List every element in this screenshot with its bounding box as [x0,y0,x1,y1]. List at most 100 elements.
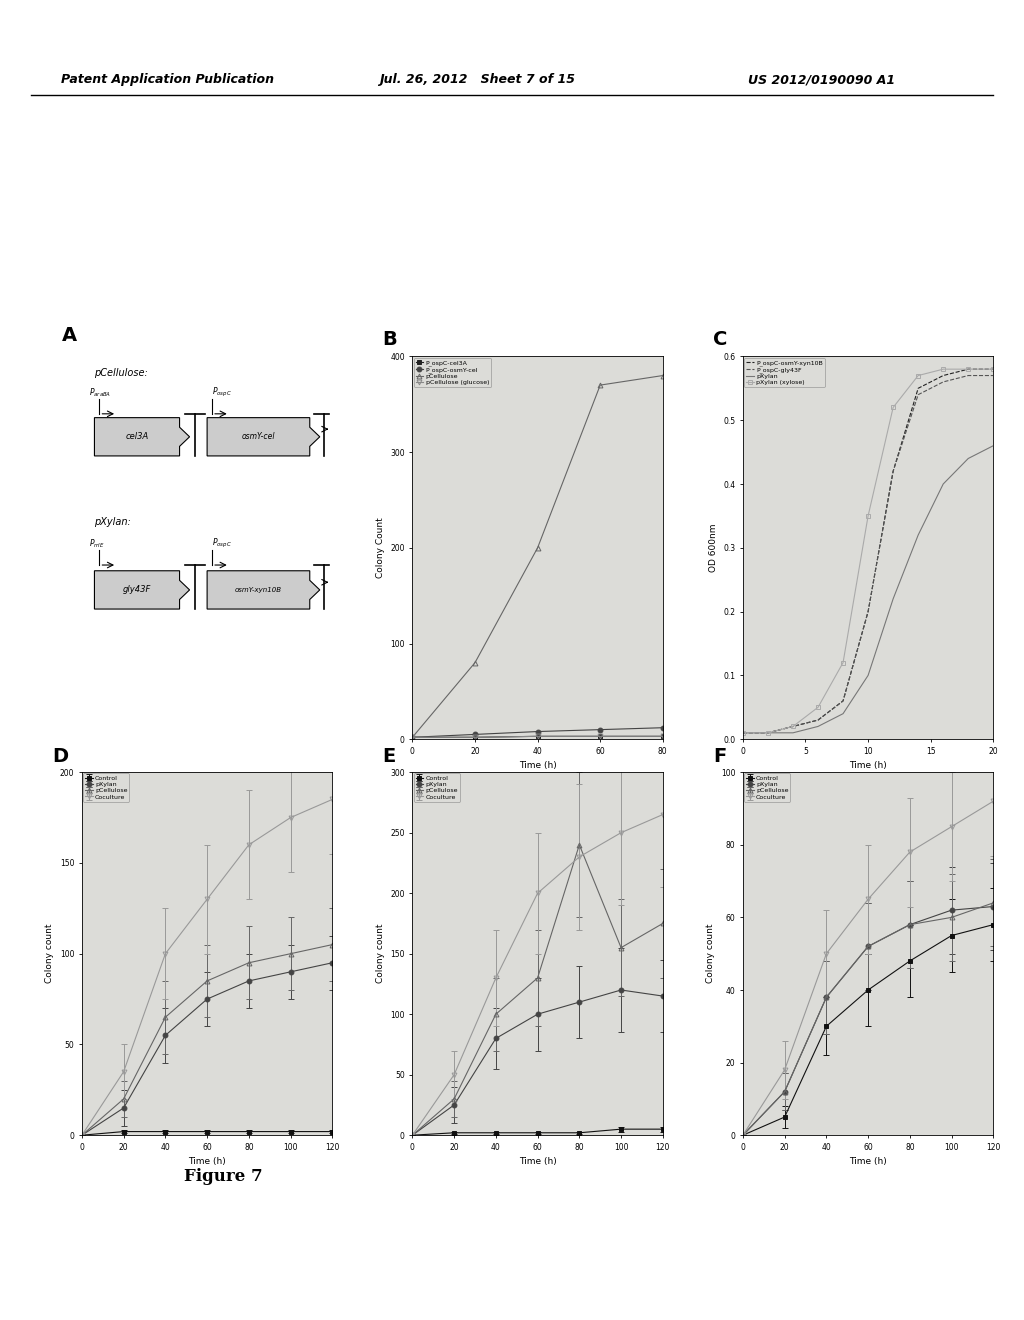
pCellulose [656,367,669,383]
pXylan [887,591,899,607]
P_ospC-gly43F [987,367,999,383]
P_ospC-cel3A [469,730,481,746]
Text: F: F [713,747,726,766]
pXylan [912,527,925,543]
Text: Jul. 26, 2012   Sheet 7 of 15: Jul. 26, 2012 Sheet 7 of 15 [379,73,574,86]
P_ospC-osmY-cel [531,723,544,739]
Polygon shape [94,570,189,609]
P_ospC-gly43F [736,725,749,741]
pXylan (xylose) [786,718,799,734]
P_ospC-osmY-xyn10B [736,725,749,741]
P_ospC-gly43F [786,718,799,734]
pXylan (xylose) [762,725,774,741]
Text: Patent Application Publication: Patent Application Publication [61,73,274,86]
P_ospC-cel3A [407,730,419,746]
pCellulose [531,540,544,556]
pXylan (xylose) [912,367,925,383]
P_ospC-osmY-xyn10B [812,713,824,729]
Text: US 2012/0190090 A1: US 2012/0190090 A1 [748,73,895,86]
P_ospC-osmY-xyn10B [912,380,925,396]
pXylan [812,718,824,734]
Line: P_ospC-osmY-cel: P_ospC-osmY-cel [410,725,666,739]
Line: pXylan (xylose): pXylan (xylose) [740,367,995,735]
pXylan (xylose) [837,655,849,671]
P_ospC-gly43F [862,603,874,619]
Text: cel3A: cel3A [125,432,148,441]
Text: A: A [61,326,77,345]
Text: gly43F: gly43F [123,585,152,594]
P_ospC-osmY-xyn10B [862,603,874,619]
Line: pCellulose (glucose): pCellulose (glucose) [410,734,666,739]
P_ospC-osmY-xyn10B [762,725,774,741]
X-axis label: Time (h): Time (h) [519,762,556,771]
pXylan [987,438,999,454]
pXylan [736,725,749,741]
pCellulose (glucose) [531,729,544,744]
P_ospC-cel3A [531,729,544,744]
Text: B: B [382,330,397,348]
pXylan (xylose) [812,700,824,715]
Text: osmY-xyn10B: osmY-xyn10B [234,587,282,593]
pXylan (xylose) [862,508,874,524]
X-axis label: Time (h): Time (h) [849,1158,887,1167]
P_ospC-cel3A [656,729,669,744]
pXylan (xylose) [887,400,899,416]
Text: $\mathit{P}_{ospC}$: $\mathit{P}_{ospC}$ [212,537,231,549]
P_ospC-gly43F [762,725,774,741]
P_ospC-osmY-xyn10B [963,362,975,378]
Y-axis label: Colony count: Colony count [45,924,54,983]
pXylan [762,725,774,741]
P_ospC-osmY-cel [594,722,606,738]
Legend: P_ospC-cel3A, P_ospC-osmY-cel, pCellulose, pCellulose (glucose): P_ospC-cel3A, P_ospC-osmY-cel, pCellulos… [414,358,490,387]
Line: pXylan: pXylan [742,446,993,733]
P_ospC-osmY-xyn10B [786,718,799,734]
P_ospC-osmY-xyn10B [887,463,899,479]
P_ospC-cel3A [594,729,606,744]
Polygon shape [94,417,189,455]
Text: C: C [713,330,727,348]
P_ospC-osmY-cel [656,719,669,735]
P_ospC-gly43F [912,387,925,403]
pXylan [862,668,874,684]
Text: $\mathit{P}_{rrlE}$: $\mathit{P}_{rrlE}$ [89,537,105,549]
P_ospC-osmY-xyn10B [837,693,849,709]
pCellulose [407,730,419,746]
pXylan (xylose) [987,362,999,378]
pCellulose [469,655,481,671]
X-axis label: Time (h): Time (h) [188,1158,226,1167]
P_ospC-gly43F [837,693,849,709]
pXylan [963,450,975,466]
Y-axis label: Colony count: Colony count [707,924,715,983]
pXylan (xylose) [736,725,749,741]
Text: pXylan:: pXylan: [94,517,131,527]
Text: D: D [52,747,68,766]
P_ospC-gly43F [937,374,949,389]
Y-axis label: Colony Count: Colony Count [376,517,385,578]
Y-axis label: OD 600nm: OD 600nm [709,524,718,572]
P_ospC-osmY-cel [469,726,481,742]
Y-axis label: Colony count: Colony count [376,924,385,983]
pCellulose (glucose) [594,729,606,744]
pXylan [786,725,799,741]
Line: P_ospC-gly43F: P_ospC-gly43F [742,375,993,733]
pCellulose (glucose) [407,730,419,746]
Legend: P_ospC-osmY-xyn10B, P_ospC-gly43F, pXylan, pXylan (xylose): P_ospC-osmY-xyn10B, P_ospC-gly43F, pXyla… [744,358,824,387]
Text: Figure 7: Figure 7 [184,1168,263,1185]
P_ospC-osmY-xyn10B [987,362,999,378]
Text: $\mathit{P}_{ospC}$: $\mathit{P}_{ospC}$ [212,385,231,399]
P_ospC-osmY-cel [407,730,419,746]
pCellulose (glucose) [656,729,669,744]
pXylan [937,477,949,492]
Text: E: E [382,747,395,766]
Text: osmY-cel: osmY-cel [242,432,275,441]
Polygon shape [207,417,319,455]
pXylan (xylose) [963,362,975,378]
Text: pCellulose:: pCellulose: [94,368,148,378]
Polygon shape [207,570,319,609]
Text: $\mathit{P}_{araBA}$: $\mathit{P}_{araBA}$ [89,385,112,399]
P_ospC-osmY-xyn10B [937,367,949,383]
pCellulose [594,378,606,393]
P_ospC-gly43F [812,713,824,729]
pCellulose (glucose) [469,730,481,746]
X-axis label: Time (h): Time (h) [849,762,887,771]
